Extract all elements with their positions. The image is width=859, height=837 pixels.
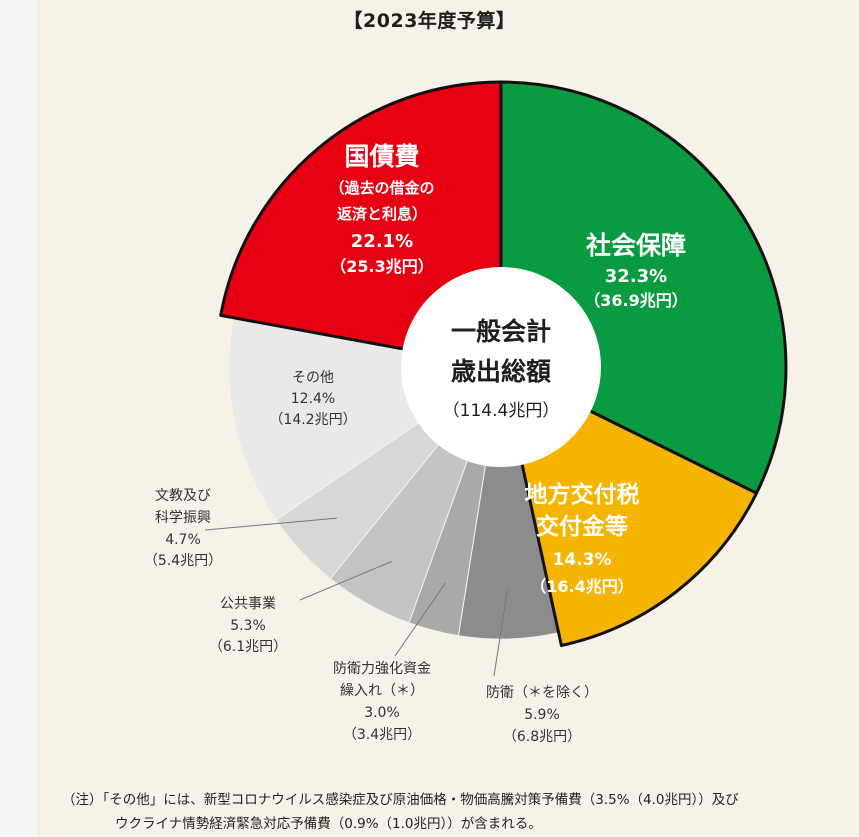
amount-debt: （25.3兆円）	[330, 257, 433, 276]
label-debt: 国債費	[344, 142, 419, 171]
center-label-line2: 歳出総額	[451, 357, 551, 386]
amount-social: （36.9兆円）	[584, 291, 687, 310]
percent-local: 14.3%	[553, 550, 612, 570]
leader-line-public-works	[299, 560, 392, 601]
percent-defense-fund: 3.0%	[364, 705, 400, 721]
percent-public-works: 5.3%	[230, 618, 266, 634]
label-debt-sub2: 返済と利息）	[337, 205, 427, 223]
label-defense-fund-line1: 防衛力強化資金	[333, 661, 431, 677]
percent-defense: 5.9%	[524, 707, 560, 723]
amount-local: （16.4兆円）	[530, 577, 633, 596]
chart-title: 【2023年度予算】	[343, 10, 516, 32]
amount-other: （14.2兆円）	[269, 412, 356, 428]
percent-other: 12.4%	[291, 391, 335, 407]
label-other: その他	[292, 370, 334, 386]
leader-line-defense-fund	[394, 582, 446, 657]
label-social: 社会保障	[586, 231, 686, 260]
leader-lines	[204, 517, 508, 677]
percent-debt: 22.1%	[351, 231, 413, 252]
label-local-line2: 交付金等	[536, 513, 628, 540]
label-education-line1: 文教及び	[155, 488, 211, 504]
left-sidebar-strip	[0, 0, 39, 837]
center-hole	[401, 267, 601, 467]
label-public-works: 公共事業	[220, 596, 276, 612]
footnote-line1: （注）「その他」には、新型コロナウイルス感染症及び原油価格・物価高騰対策予備費（…	[62, 792, 739, 808]
amount-defense-fund: （3.4兆円）	[343, 727, 421, 743]
label-defense-fund-line2: 繰入れ（＊）	[340, 683, 424, 699]
label-debt-sub1: （過去の借金の	[329, 179, 434, 197]
center-label-line1: 一般会計	[451, 317, 551, 346]
leader-line-defense	[493, 589, 508, 677]
amount-defense: （6.8兆円）	[503, 729, 581, 745]
amount-public-works: （6.1兆円）	[209, 639, 287, 655]
percent-social: 32.3%	[605, 266, 667, 287]
leader-line-education	[204, 517, 338, 531]
amount-education: （5.4兆円）	[144, 553, 222, 569]
footnote-line2: ウクライナ情勢経済緊急対応予備費（0.9%（1.0兆円））が含まれる。	[115, 816, 542, 832]
label-local-line1: 地方交付税	[525, 481, 640, 508]
label-defense: 防衛（＊を除く）	[486, 685, 598, 701]
label-education-line2: 科学振興	[155, 510, 211, 526]
footnote: （注）「その他」には、新型コロナウイルス感染症及び原油価格・物価高騰対策予備費（…	[62, 788, 852, 836]
percent-education: 4.7%	[165, 532, 201, 548]
center-label-total: （114.4兆円）	[443, 401, 560, 421]
